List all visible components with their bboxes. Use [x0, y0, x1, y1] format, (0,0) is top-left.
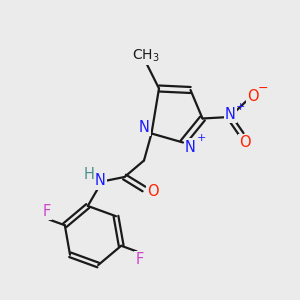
Text: +: + [235, 102, 245, 112]
Text: N: N [95, 173, 106, 188]
Text: −: − [257, 82, 268, 95]
Text: O: O [239, 135, 250, 150]
Text: F: F [42, 204, 50, 219]
Text: N: N [185, 140, 196, 154]
Text: N: N [225, 107, 236, 122]
Text: O: O [147, 184, 159, 200]
Text: H: H [84, 167, 95, 182]
Text: +: + [196, 133, 206, 143]
Text: CH$_3$: CH$_3$ [132, 47, 159, 64]
Text: O: O [247, 88, 258, 104]
Text: N: N [139, 120, 149, 135]
Text: F: F [136, 252, 144, 267]
